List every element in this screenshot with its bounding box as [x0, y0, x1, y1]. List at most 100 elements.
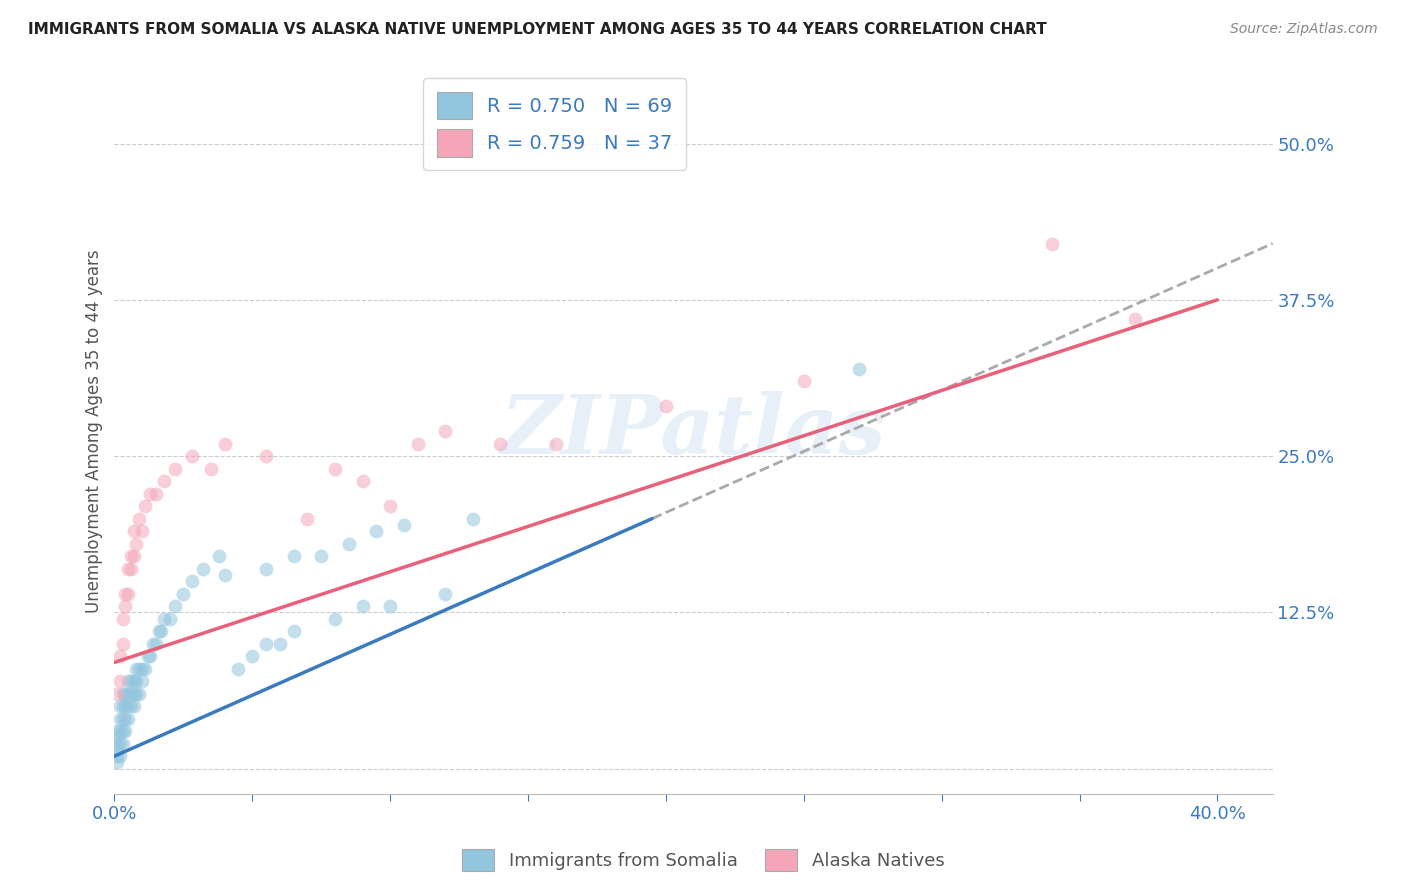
Point — [214, 567, 236, 582]
Point — [114, 712, 136, 726]
Point — [283, 549, 305, 563]
Point — [434, 587, 457, 601]
Point — [366, 524, 388, 538]
Point — [461, 511, 484, 525]
Point — [434, 424, 457, 438]
Point — [142, 637, 165, 651]
Point — [114, 699, 136, 714]
Point — [406, 436, 429, 450]
Point — [114, 587, 136, 601]
Point — [214, 436, 236, 450]
Point — [128, 687, 150, 701]
Point — [309, 549, 332, 563]
Point — [378, 499, 401, 513]
Legend: R = 0.750   N = 69, R = 0.759   N = 37: R = 0.750 N = 69, R = 0.759 N = 37 — [423, 78, 686, 170]
Point — [120, 699, 142, 714]
Point — [111, 699, 134, 714]
Point — [108, 724, 131, 739]
Point — [848, 361, 870, 376]
Point — [125, 687, 148, 701]
Point — [122, 524, 145, 538]
Point — [208, 549, 231, 563]
Point — [200, 461, 222, 475]
Point — [111, 712, 134, 726]
Point — [134, 499, 156, 513]
Point — [114, 724, 136, 739]
Point — [108, 649, 131, 664]
Point — [254, 637, 277, 651]
Point — [793, 374, 815, 388]
Point — [148, 624, 170, 639]
Point — [145, 637, 167, 651]
Point — [105, 731, 128, 745]
Point — [105, 756, 128, 770]
Point — [120, 561, 142, 575]
Point — [128, 511, 150, 525]
Point — [165, 461, 187, 475]
Point — [352, 599, 374, 614]
Point — [108, 712, 131, 726]
Point — [108, 699, 131, 714]
Text: IMMIGRANTS FROM SOMALIA VS ALASKA NATIVE UNEMPLOYMENT AMONG AGES 35 TO 44 YEARS : IMMIGRANTS FROM SOMALIA VS ALASKA NATIVE… — [28, 22, 1047, 37]
Point — [228, 662, 250, 676]
Point — [1040, 236, 1063, 251]
Point — [323, 461, 346, 475]
Point — [108, 737, 131, 751]
Point — [254, 449, 277, 463]
Text: Source: ZipAtlas.com: Source: ZipAtlas.com — [1230, 22, 1378, 37]
Point — [489, 436, 512, 450]
Point — [165, 599, 187, 614]
Point — [111, 687, 134, 701]
Point — [283, 624, 305, 639]
Point — [114, 599, 136, 614]
Point — [159, 612, 181, 626]
Point — [378, 599, 401, 614]
Point — [122, 687, 145, 701]
Point — [153, 474, 176, 488]
Point — [108, 674, 131, 689]
Point — [117, 674, 139, 689]
Point — [105, 743, 128, 757]
Point — [240, 649, 263, 664]
Point — [128, 662, 150, 676]
Point — [150, 624, 173, 639]
Point — [131, 662, 153, 676]
Point — [254, 561, 277, 575]
Point — [134, 662, 156, 676]
Point — [111, 737, 134, 751]
Point — [117, 561, 139, 575]
Point — [117, 587, 139, 601]
Point — [120, 549, 142, 563]
Point — [136, 649, 159, 664]
Point — [544, 436, 567, 450]
Point — [111, 637, 134, 651]
Point — [139, 649, 162, 664]
Point — [122, 674, 145, 689]
Point — [180, 449, 202, 463]
Legend: Immigrants from Somalia, Alaska Natives: Immigrants from Somalia, Alaska Natives — [454, 842, 952, 879]
Point — [172, 587, 194, 601]
Point — [145, 486, 167, 500]
Point — [117, 712, 139, 726]
Point — [117, 699, 139, 714]
Point — [117, 687, 139, 701]
Point — [131, 524, 153, 538]
Point — [392, 517, 415, 532]
Point — [131, 674, 153, 689]
Point — [269, 637, 291, 651]
Point — [108, 749, 131, 764]
Point — [139, 486, 162, 500]
Y-axis label: Unemployment Among Ages 35 to 44 years: Unemployment Among Ages 35 to 44 years — [86, 249, 103, 613]
Point — [105, 687, 128, 701]
Point — [125, 662, 148, 676]
Point — [120, 674, 142, 689]
Point — [111, 724, 134, 739]
Point — [122, 699, 145, 714]
Point — [337, 536, 360, 550]
Point — [120, 687, 142, 701]
Point — [153, 612, 176, 626]
Point — [111, 612, 134, 626]
Point — [191, 561, 214, 575]
Point — [323, 612, 346, 626]
Point — [105, 749, 128, 764]
